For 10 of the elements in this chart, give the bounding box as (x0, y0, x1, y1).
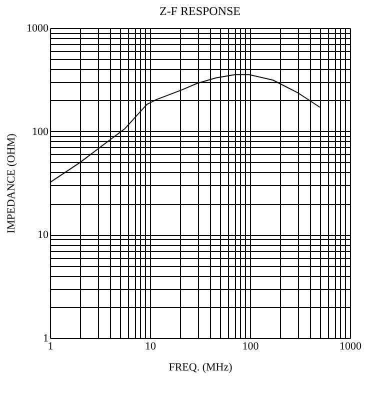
y-axis-title: IMPEDANCE (OHM) (6, 133, 18, 234)
x-tick-label: 1000 (340, 340, 362, 352)
y-tick-label: 100 (32, 126, 49, 138)
x-tick-label: 100 (242, 340, 260, 352)
x-tick-label: 10 (145, 340, 156, 352)
y-tick-label: 1000 (26, 22, 49, 34)
y-tick-label: 1 (43, 332, 48, 344)
x-axis-title: FREQ. (MHz) (168, 362, 233, 374)
chart-title: Z-F RESPONSE (159, 4, 241, 18)
y-tick-label: 10 (38, 229, 49, 242)
